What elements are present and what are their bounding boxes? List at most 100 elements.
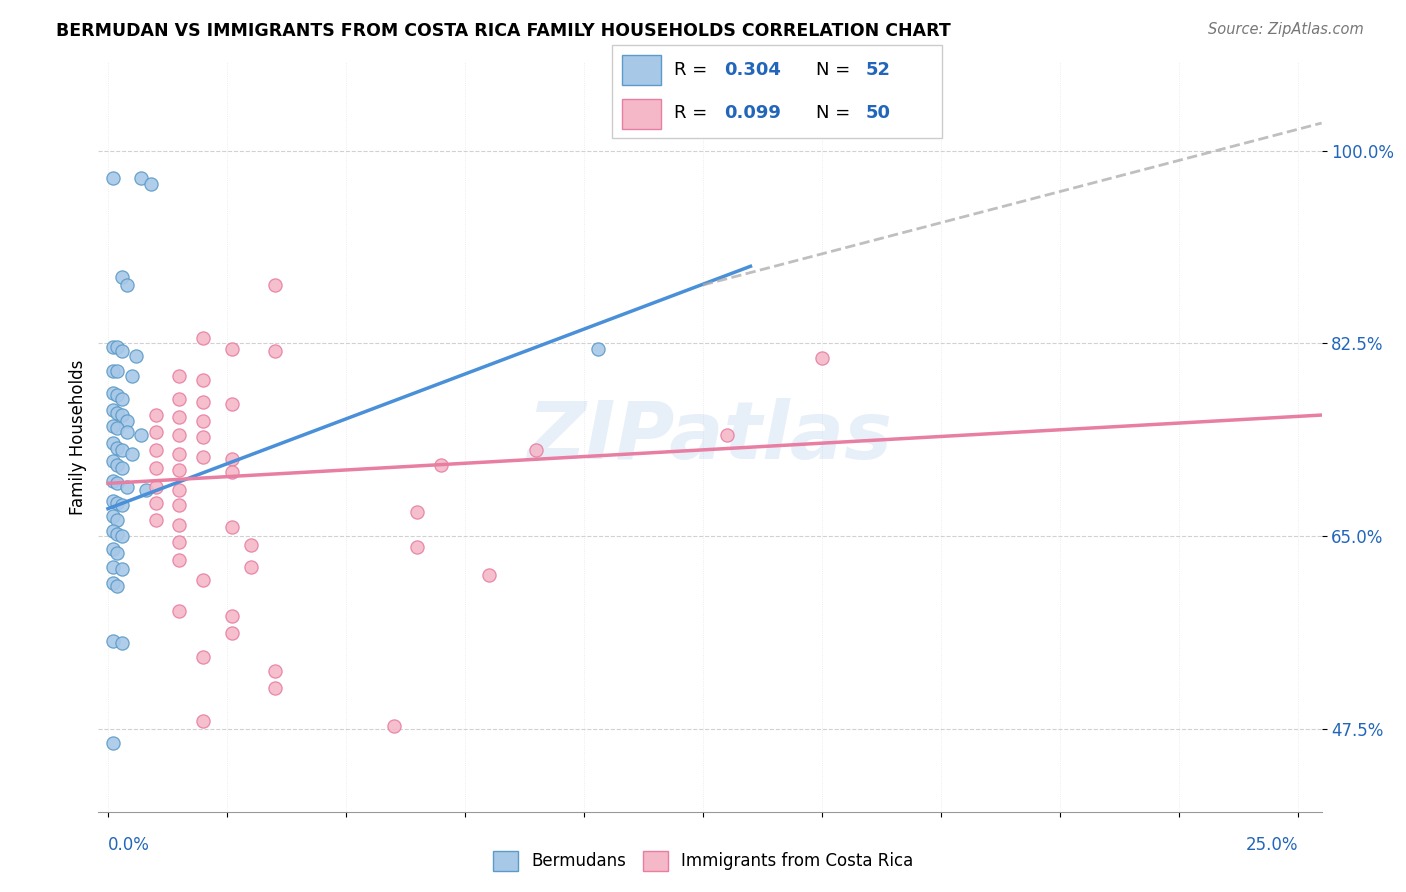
- Point: [101, 386, 124, 401]
- Point: [107, 527, 129, 541]
- Point: [191, 650, 214, 665]
- Point: [115, 425, 138, 439]
- FancyBboxPatch shape: [612, 45, 942, 138]
- Point: [111, 270, 134, 285]
- Point: [239, 538, 262, 552]
- Text: Source: ZipAtlas.com: Source: ZipAtlas.com: [1208, 22, 1364, 37]
- Point: [107, 340, 129, 354]
- Point: [716, 428, 738, 442]
- Point: [191, 394, 214, 409]
- Point: [221, 608, 243, 623]
- Point: [169, 428, 191, 442]
- Point: [107, 458, 129, 472]
- Point: [107, 388, 129, 402]
- Text: 0.304: 0.304: [724, 61, 780, 78]
- Point: [221, 452, 243, 467]
- Point: [221, 342, 243, 356]
- Point: [406, 505, 429, 519]
- Point: [107, 546, 129, 560]
- Point: [115, 480, 138, 494]
- Text: 50: 50: [866, 104, 891, 122]
- Point: [263, 344, 285, 359]
- Point: [101, 509, 124, 524]
- Point: [191, 373, 214, 387]
- Point: [191, 413, 214, 427]
- Point: [239, 560, 262, 574]
- Point: [111, 529, 134, 543]
- Point: [263, 278, 285, 293]
- Point: [145, 480, 167, 494]
- Point: [101, 560, 124, 574]
- Point: [586, 342, 609, 356]
- Point: [111, 461, 134, 475]
- Text: R =: R =: [675, 104, 713, 122]
- Point: [101, 494, 124, 508]
- Point: [406, 541, 429, 555]
- Point: [121, 369, 143, 384]
- Point: [478, 567, 501, 582]
- Point: [101, 340, 124, 354]
- Point: [101, 736, 124, 750]
- Point: [129, 428, 152, 442]
- Point: [111, 392, 134, 406]
- Point: [169, 463, 191, 477]
- Y-axis label: Family Households: Family Households: [69, 359, 87, 515]
- Point: [221, 466, 243, 480]
- Point: [145, 443, 167, 458]
- Point: [111, 562, 134, 576]
- Point: [107, 476, 129, 491]
- Text: 52: 52: [866, 61, 891, 78]
- Point: [101, 402, 124, 417]
- Point: [107, 441, 129, 455]
- FancyBboxPatch shape: [621, 55, 661, 85]
- Point: [430, 458, 453, 472]
- Text: N =: N =: [817, 61, 856, 78]
- Point: [101, 474, 124, 488]
- Point: [107, 496, 129, 510]
- Point: [169, 392, 191, 406]
- Point: [111, 636, 134, 650]
- Point: [191, 450, 214, 464]
- Text: ZIPatlas: ZIPatlas: [527, 398, 893, 476]
- Point: [169, 483, 191, 497]
- Point: [169, 534, 191, 549]
- Text: 0.099: 0.099: [724, 104, 780, 122]
- Text: R =: R =: [675, 61, 713, 78]
- Point: [111, 344, 134, 359]
- Point: [169, 369, 191, 384]
- Point: [115, 413, 138, 427]
- Point: [145, 408, 167, 422]
- Point: [101, 524, 124, 538]
- Point: [107, 364, 129, 378]
- Point: [191, 430, 214, 444]
- Point: [169, 553, 191, 567]
- Point: [145, 461, 167, 475]
- Text: BERMUDAN VS IMMIGRANTS FROM COSTA RICA FAMILY HOUSEHOLDS CORRELATION CHART: BERMUDAN VS IMMIGRANTS FROM COSTA RICA F…: [56, 22, 950, 40]
- Point: [145, 425, 167, 439]
- Point: [135, 483, 157, 497]
- Point: [191, 574, 214, 588]
- Point: [129, 171, 152, 186]
- Point: [101, 634, 124, 648]
- FancyBboxPatch shape: [621, 99, 661, 129]
- Point: [111, 443, 134, 458]
- Point: [145, 513, 167, 527]
- Point: [221, 520, 243, 534]
- Point: [169, 518, 191, 533]
- Point: [101, 364, 124, 378]
- Point: [139, 177, 162, 191]
- Text: 25.0%: 25.0%: [1246, 836, 1298, 854]
- Point: [101, 171, 124, 186]
- Point: [382, 719, 405, 733]
- Point: [107, 513, 129, 527]
- Text: 0.0%: 0.0%: [108, 836, 150, 854]
- Point: [115, 278, 138, 293]
- Point: [263, 664, 285, 678]
- Point: [101, 454, 124, 468]
- Point: [107, 421, 129, 435]
- Point: [811, 351, 834, 365]
- Point: [121, 447, 143, 461]
- Point: [145, 496, 167, 510]
- Point: [107, 579, 129, 593]
- Point: [191, 331, 214, 345]
